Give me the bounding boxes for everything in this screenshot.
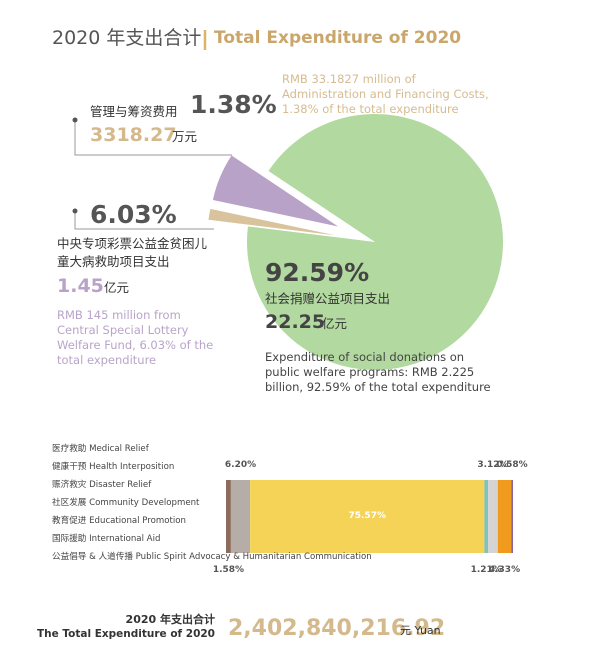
legend-entry: 国际援助 International Aid [52, 532, 160, 544]
slice-value-label: 6.03% [90, 200, 177, 229]
legend-entry: 公益倡导 & 人道传播 Public Spirit Advocacy & Hum… [52, 550, 372, 562]
amount-unit: 亿元 [104, 280, 130, 295]
slice-value-label: 1.38% [190, 90, 277, 119]
legend-entry: 健康干预 Health Interposition [52, 460, 174, 472]
leader-lines [74, 122, 232, 230]
amount-unit: 万元 [172, 129, 198, 144]
legend-entry: 社区发展 Community Development [52, 496, 199, 508]
legend-label: 社区发展 Community Development [52, 498, 200, 508]
bar-value-label: 3.12% [477, 460, 509, 470]
slice-note: RMB 145 million from Central Special Lot… [57, 308, 214, 367]
legend-label: 医疗救助 Medical Relief [52, 444, 149, 454]
pie-slice [208, 208, 336, 236]
leader-dot [72, 117, 78, 123]
bar-value-label: 0.58% [496, 460, 528, 470]
footer-label: 2020 年支出合计 [125, 613, 215, 626]
title-en: Total Expenditure of 2020 [214, 28, 462, 48]
pie-slice [247, 113, 503, 370]
legend-label: 教育促进 Educational Promotion [52, 516, 187, 526]
footer-amount: 2,402,840,216.92 [228, 616, 446, 641]
bar-segment [511, 480, 513, 553]
slice-label: 管理与筹资费用 [90, 104, 178, 119]
legend-label: 国际援助 International Aid [52, 534, 161, 544]
bar-segment [488, 480, 498, 553]
slice-amount: 22.25 [265, 311, 326, 333]
legend-entry: 医疗救助 Medical Relief [52, 442, 149, 454]
footer-unit: 元 Yuan [400, 624, 441, 637]
legend-entry: 教育促进 Educational Promotion [52, 514, 186, 526]
amount-unit: 亿元 [322, 316, 348, 331]
footer-label-en: The Total Expenditure of 2020 [36, 628, 215, 640]
bar-segment [250, 480, 485, 553]
pie-slice [212, 155, 339, 227]
slice-amount: 3318.27 [90, 124, 177, 146]
legend-label: 赈济救灾 Disaster Relief [52, 480, 152, 490]
slice-note: RMB 33.1827 million of Administration an… [282, 72, 489, 116]
slice-note: Expenditure of social donations on publi… [265, 350, 491, 394]
bar-segment [226, 480, 231, 553]
bar-value-label: 1.58% [212, 565, 245, 575]
slice-label: 社会捐赠公益项目支出 [265, 291, 391, 306]
legend-label: 健康干预 Health Interposition [52, 462, 175, 472]
slice-value-label: 92.59% [265, 258, 370, 287]
slice-amount: 1.45 [57, 275, 104, 297]
bar-segment [484, 480, 489, 553]
bar-segment [230, 480, 251, 553]
bar-value-label: 4.33% [488, 565, 521, 575]
leader-dot [72, 208, 78, 214]
bar-value-label: 6.20% [224, 460, 257, 470]
legend-entry: 赈济救灾 Disaster Relief [52, 478, 151, 490]
bar-value-label: 75.57% [348, 510, 386, 521]
slice-label: 中央专项彩票公益金贫困儿童大病救助项目支出 [57, 236, 208, 269]
bar-segment [497, 480, 512, 553]
legend-label: 公益倡导 & 人道传播 Public Spirit Advocacy & Hum… [52, 552, 372, 562]
title: 2020 年支出合计 [52, 27, 202, 49]
bar-value-label: 1.21% [470, 565, 502, 575]
